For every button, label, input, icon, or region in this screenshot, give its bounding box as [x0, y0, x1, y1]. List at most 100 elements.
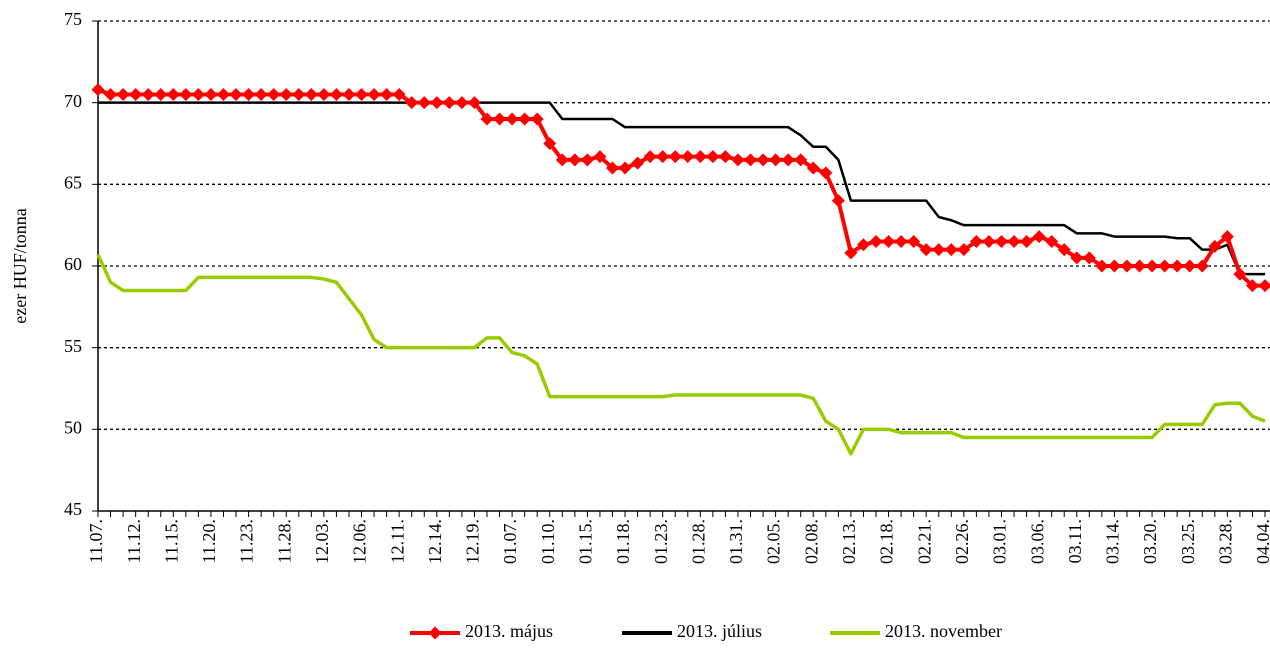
point — [593, 150, 607, 164]
point — [1057, 243, 1071, 257]
point — [1183, 259, 1197, 273]
x-tick-label: 02.08. — [801, 519, 821, 564]
point — [1082, 251, 1096, 265]
x-tick-label: 02.05. — [764, 519, 784, 564]
point — [919, 243, 933, 257]
point — [292, 88, 306, 101]
y-tick-label: 65 — [64, 172, 82, 192]
point — [430, 96, 444, 110]
x-tick-label: 11.28. — [274, 519, 294, 563]
point — [116, 88, 130, 101]
x-tick-label: 03.14. — [1103, 519, 1123, 564]
x-tick-label: 03.11. — [1065, 519, 1085, 563]
point — [179, 88, 193, 101]
x-tick-label: 11.12. — [124, 519, 144, 563]
point — [1020, 235, 1034, 248]
x-tick-label: 12.14. — [425, 519, 445, 564]
point — [1070, 251, 1084, 265]
point — [1107, 259, 1121, 273]
y-tick-label: 50 — [64, 417, 82, 437]
x-tick-label: 12.03. — [312, 519, 332, 564]
point — [505, 112, 519, 126]
legend-marker — [428, 626, 442, 640]
x-tick-label: 01.10. — [538, 519, 558, 564]
point — [769, 153, 783, 167]
point — [944, 243, 958, 257]
point — [781, 153, 795, 167]
point — [1258, 279, 1270, 293]
point — [543, 137, 557, 150]
point — [932, 243, 946, 257]
point — [907, 235, 921, 248]
point — [104, 88, 118, 101]
point — [1233, 267, 1247, 281]
y-tick-label: 45 — [64, 499, 82, 519]
point — [756, 153, 770, 167]
point — [844, 246, 858, 260]
legend-label: 2013. május — [465, 621, 553, 641]
series-line — [96, 253, 1266, 456]
point — [718, 150, 732, 164]
point — [693, 150, 707, 164]
legend-label: 2013. július — [677, 621, 762, 641]
x-tick-label: 03.20. — [1140, 519, 1160, 564]
point — [1220, 230, 1234, 244]
point — [530, 112, 544, 126]
point — [154, 88, 168, 101]
point — [656, 150, 670, 164]
point — [631, 156, 645, 170]
point — [279, 88, 293, 101]
point — [317, 88, 331, 101]
point — [480, 112, 494, 126]
x-tick-label: 12.11. — [387, 519, 407, 563]
point — [794, 153, 808, 167]
y-tick-label: 70 — [64, 91, 82, 111]
point — [1007, 235, 1021, 248]
point — [831, 194, 845, 208]
point — [518, 112, 532, 126]
point — [405, 96, 419, 110]
x-tick-label: 01.07. — [500, 519, 520, 564]
point — [355, 88, 369, 101]
x-tick-label: 04.04. — [1253, 519, 1270, 564]
y-tick-label: 60 — [64, 254, 82, 274]
point — [969, 235, 983, 248]
x-tick-label: 03.01. — [990, 519, 1010, 564]
point — [856, 238, 870, 252]
point — [744, 153, 758, 167]
x-tick-label: 11.20. — [199, 519, 219, 563]
point — [442, 96, 456, 110]
point — [329, 88, 343, 101]
x-tick-label: 01.18. — [613, 519, 633, 564]
point — [1208, 239, 1222, 253]
point — [957, 243, 971, 257]
point — [417, 96, 431, 110]
point — [568, 153, 582, 167]
x-tick-label: 03.25. — [1178, 519, 1198, 564]
point — [91, 83, 105, 97]
legend-label: 2013. november — [885, 621, 1002, 641]
point — [204, 88, 218, 101]
x-tick-label: 11.15. — [161, 519, 181, 563]
point — [1133, 259, 1147, 273]
point — [229, 88, 243, 101]
x-tick-label: 02.18. — [877, 519, 897, 564]
x-tick-label: 01.23. — [651, 519, 671, 564]
y-tick-label: 55 — [64, 336, 82, 356]
point — [216, 88, 230, 101]
point — [342, 88, 356, 101]
x-tick-label: 12.19. — [463, 519, 483, 564]
point — [493, 112, 507, 126]
point — [1245, 279, 1259, 293]
point — [982, 235, 996, 248]
x-tick-label: 03.28. — [1215, 519, 1235, 564]
point — [1195, 259, 1209, 273]
point — [254, 88, 268, 101]
point — [166, 88, 180, 101]
point — [1045, 235, 1059, 248]
x-tick-label: 01.15. — [576, 519, 596, 564]
point — [882, 235, 896, 248]
point — [455, 96, 469, 110]
point — [668, 150, 682, 164]
